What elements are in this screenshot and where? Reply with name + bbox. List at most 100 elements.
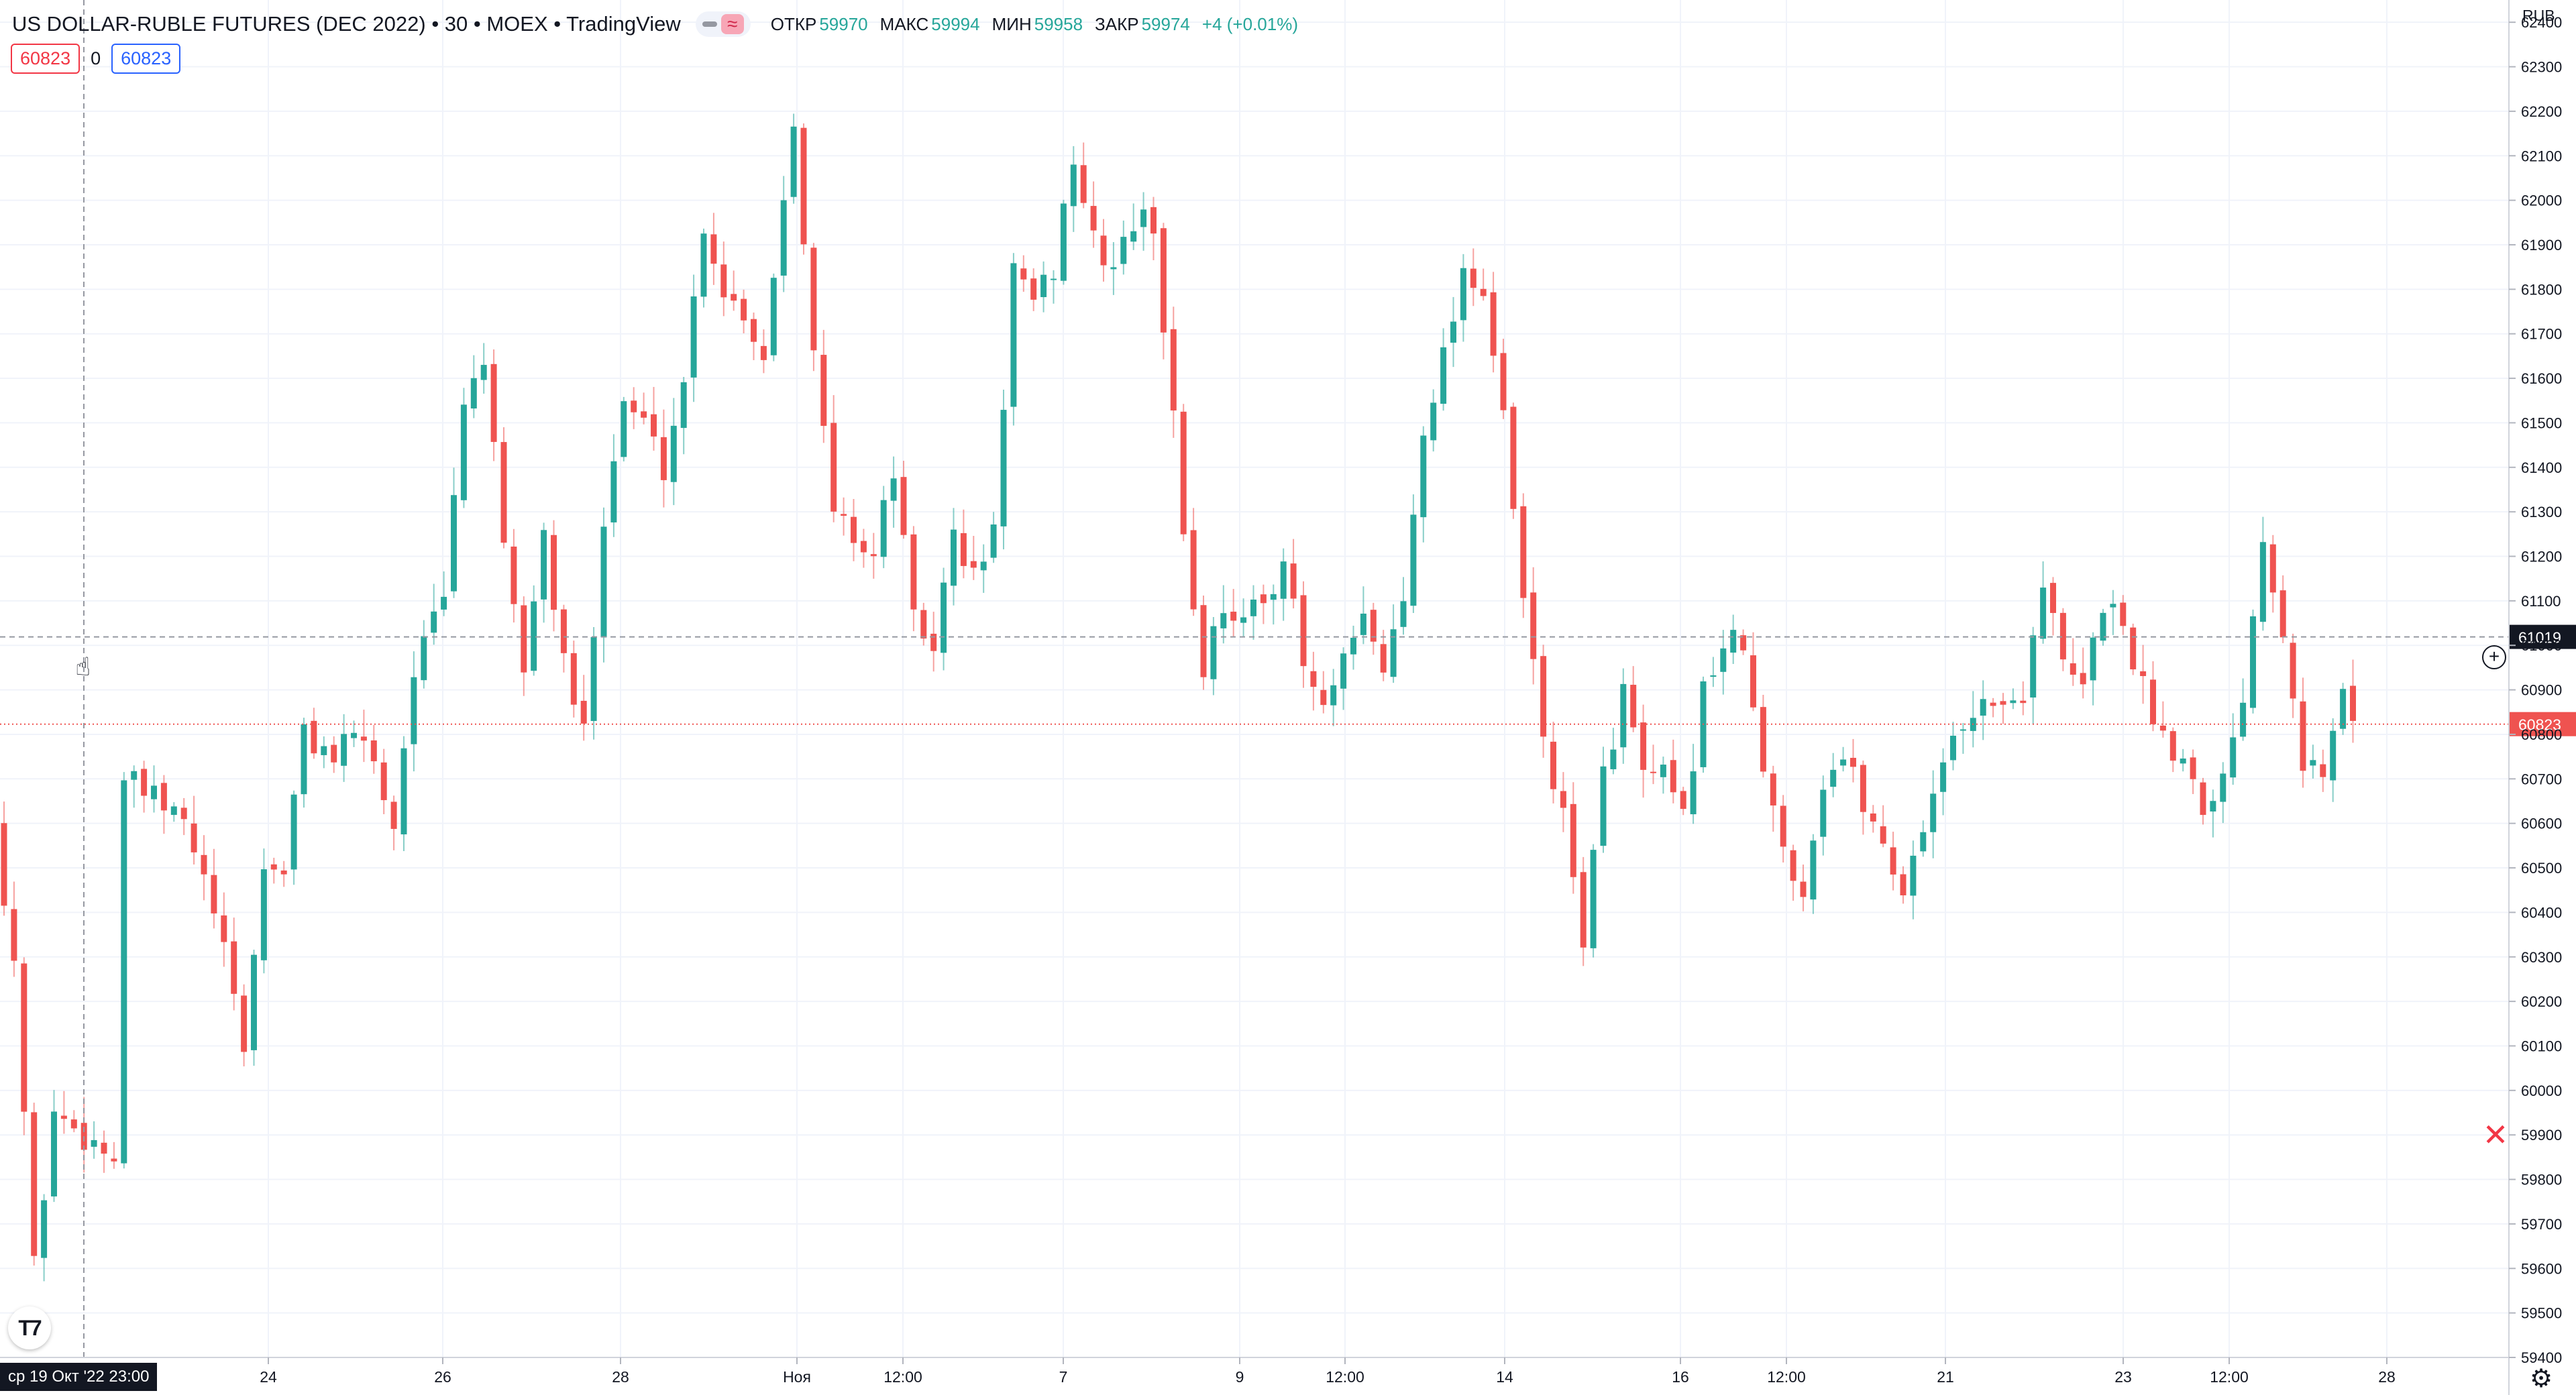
sell-button[interactable]: 60823 [11, 43, 80, 74]
close-icon[interactable]: ✕ [2482, 1117, 2509, 1152]
candle-body [1070, 164, 1077, 207]
price-tick-label: 59700 [2521, 1216, 2562, 1233]
candle-body [2320, 764, 2326, 777]
candle-body [1020, 268, 1027, 280]
candle-body [810, 247, 817, 351]
candle-body [1850, 757, 1856, 767]
last-price-badge [2509, 712, 2576, 736]
candle-body [580, 700, 587, 724]
candle-body [1100, 235, 1107, 266]
candle-body [2140, 671, 2147, 677]
buy-button[interactable]: 60823 [111, 43, 181, 74]
price-tick-label: 61900 [2521, 237, 2562, 254]
candle-body [2020, 700, 2027, 704]
candle-body [1950, 736, 1956, 761]
candle-body [551, 535, 557, 610]
price-tick-label: 59500 [2521, 1305, 2562, 1322]
price-tick-label: 60800 [2521, 726, 2562, 743]
candle-body [1230, 612, 1237, 621]
candle-body [1540, 656, 1547, 737]
price-tick-label: 61000 [2521, 637, 2562, 654]
candle-body [121, 780, 127, 1164]
candle-body [500, 442, 507, 543]
candle-body [790, 126, 797, 197]
candle-body [1710, 675, 1717, 677]
candle-body [411, 677, 417, 744]
candle-body [660, 437, 667, 480]
candle-body [280, 870, 287, 875]
candle-body [1350, 637, 1356, 655]
candle-body [1670, 760, 1676, 793]
candle-body [1640, 722, 1647, 770]
tradingview-logo-icon[interactable]: T7 [8, 1306, 51, 1349]
candle-body [1310, 671, 1317, 687]
candle-body [331, 744, 337, 763]
candle-body [160, 783, 167, 811]
gear-icon[interactable]: ⚙ [2529, 1365, 2553, 1393]
candle-body [170, 806, 177, 816]
candle-body [2290, 643, 2296, 699]
price-tick-label: 59900 [2521, 1127, 2562, 1143]
candle-body [841, 514, 847, 516]
candle-body [2330, 730, 2337, 781]
add-alert-icon[interactable]: + [2482, 645, 2506, 669]
candle-body [1550, 741, 1556, 789]
last-price-label: 60823 [2518, 716, 2561, 734]
candle-body [521, 605, 527, 673]
candle-body [1120, 237, 1127, 264]
candle-body [541, 530, 547, 600]
minus-icon [702, 21, 717, 27]
candle-body [421, 636, 427, 681]
candle-body [2250, 616, 2256, 708]
close-value: 59974 [1141, 13, 1190, 34]
time-tick-label: 16 [1672, 1368, 1689, 1386]
candle-body [1520, 506, 1527, 598]
candle-body [1010, 263, 1017, 407]
candle-body [2150, 679, 2156, 724]
quantity-value[interactable]: 0 [91, 48, 101, 68]
candle-body [731, 294, 737, 301]
candle-body [2230, 737, 2237, 778]
candle-body [1300, 595, 1307, 667]
candle-body [1320, 689, 1327, 706]
candle-body [1990, 702, 1996, 706]
candlestick-series [1, 113, 2356, 1282]
symbol-title[interactable]: US DOLLAR-RUBLE FUTURES (DEC 2022) • 30 … [12, 12, 681, 36]
candle-body [1240, 617, 1247, 623]
candle-body [1260, 594, 1267, 604]
candle-body [1530, 592, 1537, 659]
candle-body [400, 748, 407, 835]
candle-body [511, 546, 517, 604]
currency-label[interactable]: RUB [2522, 7, 2555, 24]
price-tick-label: 61400 [2521, 459, 2562, 476]
candle-body [1820, 789, 1827, 837]
price-tick-label: 61700 [2521, 326, 2562, 343]
candle-body [2269, 544, 2276, 593]
candle-body [2210, 801, 2216, 812]
candle-body [360, 736, 367, 741]
candle-body [1900, 874, 1907, 895]
candle-body [1220, 613, 1227, 628]
candle-body [470, 378, 477, 409]
crosshair-price-label: 61019 [2518, 629, 2561, 647]
time-tick-label: 14 [1496, 1368, 1513, 1386]
candle-body [900, 477, 907, 535]
candle-body [231, 941, 237, 994]
candle-body [820, 355, 827, 426]
candle-body [1410, 514, 1417, 606]
candle-body [1000, 410, 1007, 526]
open-value: 59970 [819, 13, 868, 34]
legend-toggle-button[interactable]: ≈ [695, 11, 751, 37]
candle-body [251, 954, 257, 1050]
candle-body [1170, 329, 1177, 411]
candle-body [1760, 707, 1766, 772]
crosshair-time-label: ср 19 Окт '22 23:00 [0, 1363, 158, 1391]
candle-body [1870, 813, 1876, 822]
candle-body [1200, 605, 1207, 677]
candle-body [1500, 353, 1507, 410]
candle-body [1770, 773, 1776, 805]
candle-body [1470, 268, 1477, 288]
candle-body [341, 734, 347, 766]
candle-body [51, 1111, 57, 1196]
